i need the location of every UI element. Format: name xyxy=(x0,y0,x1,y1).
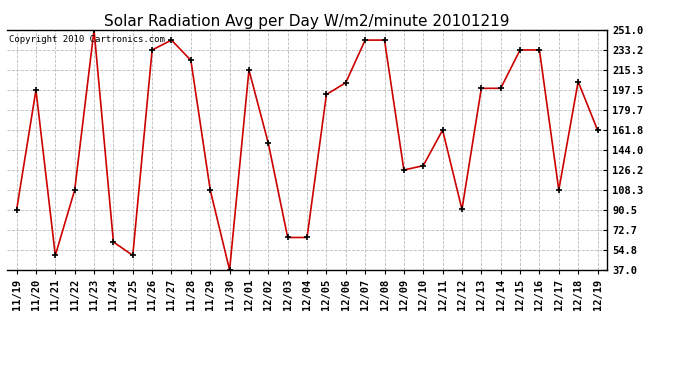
Text: Copyright 2010 Cartronics.com: Copyright 2010 Cartronics.com xyxy=(9,35,165,44)
Title: Solar Radiation Avg per Day W/m2/minute 20101219: Solar Radiation Avg per Day W/m2/minute … xyxy=(104,14,510,29)
